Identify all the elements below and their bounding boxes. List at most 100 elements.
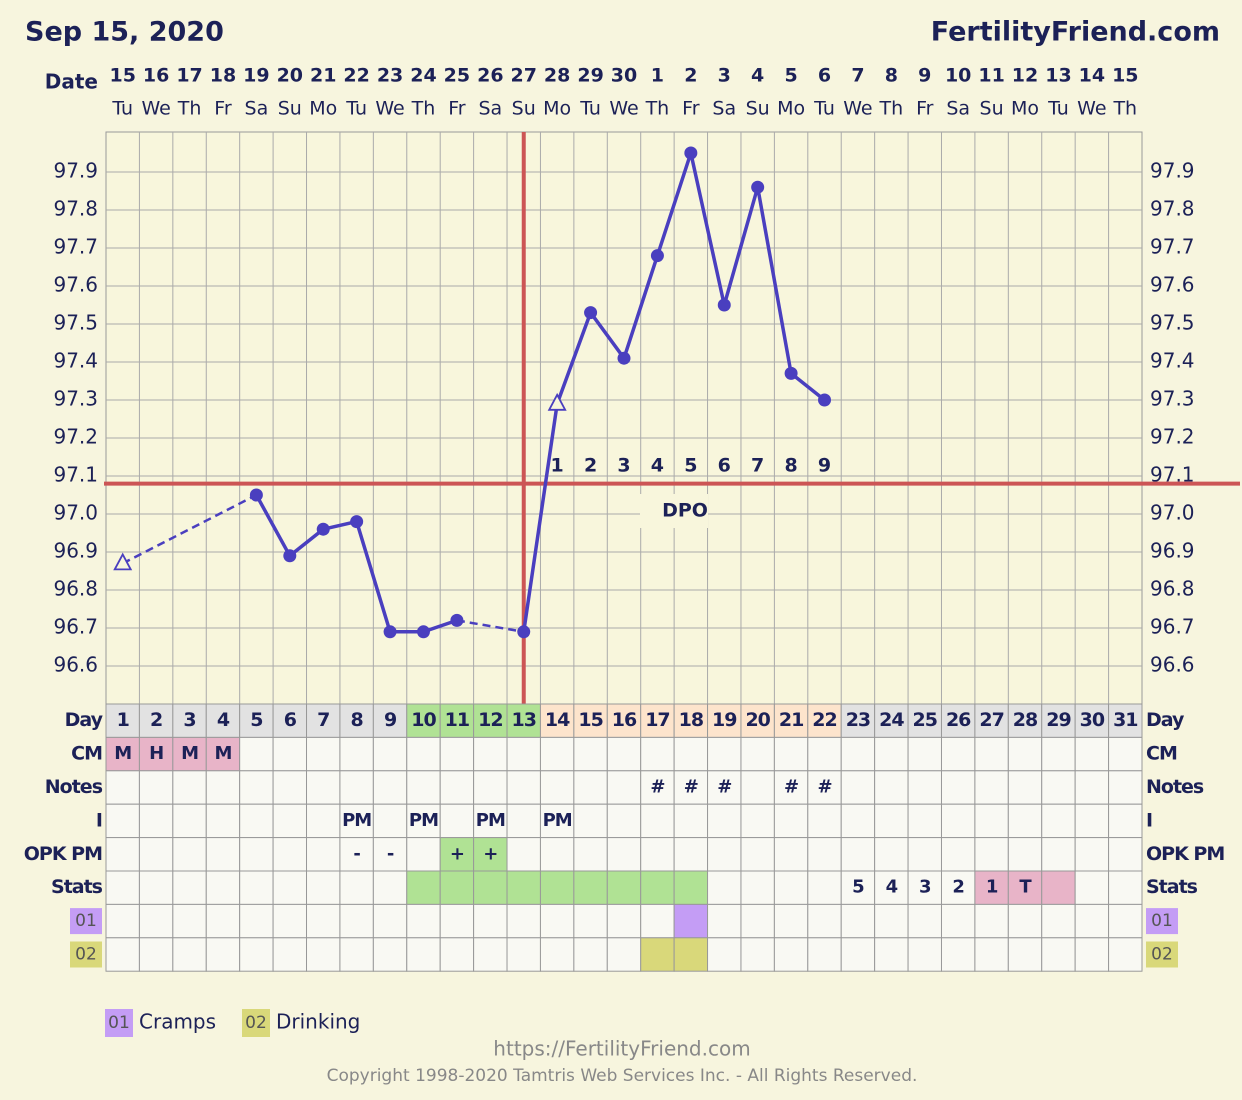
- day-cell: [673, 703, 709, 738]
- table-cell: [506, 937, 541, 972]
- table-cell: [1041, 803, 1076, 839]
- y-tick-label-right: 97.5: [1150, 311, 1195, 335]
- table-cell: [840, 870, 876, 905]
- table-cell: [940, 870, 976, 905]
- dpo-number: 9: [818, 455, 831, 477]
- table-cell: [439, 870, 475, 905]
- date-label: 22: [343, 65, 369, 87]
- day-number: 30: [1080, 709, 1105, 731]
- marker: [751, 180, 765, 194]
- day-number: 1: [117, 709, 129, 731]
- cell-text: H: [149, 743, 163, 764]
- table-cell: [372, 837, 408, 872]
- day-number: 10: [411, 709, 436, 731]
- day-cell: [1108, 703, 1143, 738]
- table-cell: [306, 770, 341, 805]
- table-cell: [673, 770, 709, 805]
- y-tick-label-right: 97.3: [1150, 387, 1195, 411]
- y-tick-label: 97.8: [53, 197, 98, 221]
- cell-text: +: [450, 843, 464, 864]
- table-cell: [406, 803, 441, 839]
- table-cell: [239, 937, 274, 972]
- day-number: 24: [879, 709, 904, 731]
- table-cell: [1041, 837, 1076, 872]
- cell-text: PM: [543, 810, 572, 831]
- table-cell: [105, 870, 140, 905]
- weekday-label: Mo: [543, 98, 571, 120]
- row-label-bg: [70, 908, 102, 935]
- table-cell: [105, 903, 140, 939]
- table-cell: [1074, 903, 1110, 939]
- table-cell: [339, 736, 374, 772]
- table-cell: [974, 903, 1009, 939]
- table-cell: [1007, 837, 1043, 872]
- date-label: 17: [176, 65, 202, 87]
- table-cell: [640, 837, 675, 872]
- day-number: 9: [384, 709, 396, 731]
- table-cell: [907, 770, 942, 805]
- weekday-label: We: [1077, 98, 1106, 120]
- table-cell: [473, 903, 508, 939]
- day-cell: [105, 703, 140, 738]
- date-label: 7: [851, 65, 864, 87]
- table-cell: [506, 770, 541, 805]
- date-label: 1: [651, 65, 664, 87]
- day-number: 26: [946, 709, 971, 731]
- marker: [416, 625, 430, 639]
- row-label-right: OPK PM: [1146, 843, 1224, 865]
- row-label-bg: [70, 941, 102, 968]
- row-label-bg: [1146, 908, 1178, 935]
- day-cell: [272, 703, 308, 738]
- marker: [818, 393, 832, 407]
- table-cell: [372, 770, 408, 805]
- day-cell: [874, 703, 909, 738]
- cell-text: #: [717, 777, 731, 798]
- weekday-label: Mo: [309, 98, 337, 120]
- marker: [717, 298, 731, 312]
- table-cell: [272, 903, 308, 939]
- cell-text: -: [387, 843, 394, 864]
- y-tick-label: 97.4: [53, 349, 98, 373]
- marker: [283, 549, 297, 563]
- table-cell: [306, 837, 341, 872]
- row-label-right: Stats: [1146, 876, 1198, 898]
- cell-text: #: [684, 777, 698, 798]
- table-cell: [840, 803, 876, 839]
- table-cell: [138, 803, 174, 839]
- day-cell: [473, 703, 508, 738]
- day-number: 22: [812, 709, 836, 731]
- table-cell: [773, 770, 809, 805]
- table-cell: [573, 937, 608, 972]
- day-number: 27: [979, 709, 1003, 731]
- day-cell: [406, 703, 441, 738]
- dpo-label: DPO: [662, 500, 708, 522]
- table-cell: [172, 803, 207, 839]
- table-cell: [539, 903, 575, 939]
- table-cell: [773, 937, 809, 972]
- y-tick-label: 97.0: [53, 501, 98, 525]
- table-cell: [506, 736, 541, 772]
- date-label: 15: [109, 65, 135, 87]
- table-cell: [138, 903, 174, 939]
- table-cell: [1074, 870, 1110, 905]
- table-cell: [740, 870, 775, 905]
- table-cell: [239, 870, 274, 905]
- table-cell: [1074, 803, 1110, 839]
- table-cell: [239, 803, 274, 839]
- y-tick-label: 96.7: [53, 615, 98, 639]
- table-cell: [105, 770, 140, 805]
- table-cell: [874, 903, 909, 939]
- table-cell: [707, 903, 742, 939]
- day-number: 25: [913, 709, 937, 731]
- table-cell: [138, 736, 174, 772]
- table-cell: [773, 736, 809, 772]
- y-tick-label: 97.9: [53, 159, 98, 183]
- cell-text: M: [215, 743, 232, 764]
- table-cell: [339, 803, 374, 839]
- open-marker: [547, 392, 567, 411]
- table-cell: [840, 903, 876, 939]
- weekday-label: Mo: [1011, 98, 1039, 120]
- day-number: 7: [317, 709, 329, 731]
- y-tick-label: 97.6: [53, 273, 98, 297]
- y-tick-label-right: 97.7: [1150, 235, 1195, 259]
